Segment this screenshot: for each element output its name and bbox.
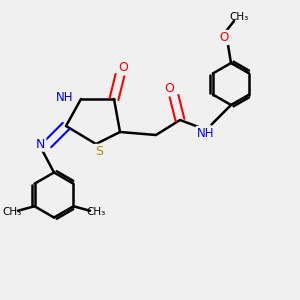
Text: CH₃: CH₃ xyxy=(2,207,22,217)
Text: N: N xyxy=(36,137,45,151)
Text: NH: NH xyxy=(197,127,214,140)
Text: O: O xyxy=(118,61,128,74)
Text: O: O xyxy=(165,82,174,95)
Text: N: N xyxy=(57,89,66,103)
Text: H: H xyxy=(66,91,75,101)
Text: CH₃: CH₃ xyxy=(86,207,106,217)
Text: S: S xyxy=(95,145,103,158)
Text: CH₃: CH₃ xyxy=(229,11,248,22)
Text: O: O xyxy=(219,31,228,44)
Text: NH: NH xyxy=(56,91,73,104)
